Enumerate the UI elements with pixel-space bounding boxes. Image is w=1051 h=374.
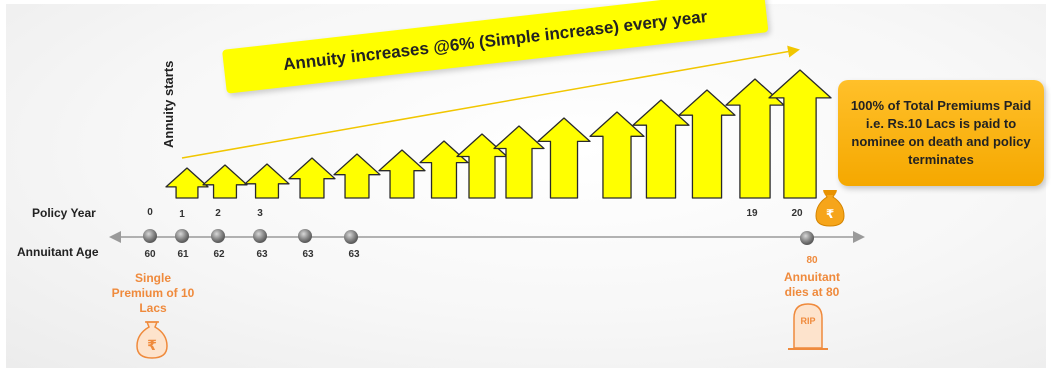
timeline-dot	[800, 231, 814, 245]
annuitant-age-value: 62	[213, 249, 225, 260]
annuity-arrow	[244, 163, 290, 199]
timeline-dot	[298, 229, 312, 243]
annuitant-dies-caption: Annuitant dies at 80	[784, 270, 840, 299]
annuity-arrow	[678, 89, 736, 199]
annuity-arrow	[493, 125, 545, 199]
annuity-arrow	[288, 157, 336, 199]
annuity-arrow	[589, 111, 645, 199]
svg-text:RIP: RIP	[800, 316, 815, 326]
policy-year-value: 19	[746, 208, 758, 219]
annuity-starts-label: Annuity starts	[161, 60, 176, 148]
policy-year-label: Policy Year	[32, 206, 96, 220]
annuity-arrow	[419, 140, 469, 199]
annuitant-age-value: 61	[177, 249, 189, 260]
annuity-arrow	[378, 149, 426, 199]
annuity-arrow	[165, 167, 209, 199]
timeline-dot	[175, 229, 189, 243]
annuity-arrow	[456, 133, 508, 199]
nominee-payout-box: 100% of Total Premiums Paid i.e. Rs.10 L…	[838, 80, 1044, 186]
policy-year-value: 0	[147, 207, 153, 218]
policy-year-value: 1	[179, 209, 185, 220]
timeline-dot	[211, 229, 225, 243]
timeline-dots	[143, 229, 814, 245]
annuitant-age-value: 80	[806, 255, 818, 266]
svg-text:₹: ₹	[147, 338, 157, 354]
money-bag-icon: ₹	[815, 190, 845, 227]
nominee-payout-text: 100% of Total Premiums Paid i.e. Rs.10 L…	[850, 98, 1032, 167]
annuitant-age-label: Annuitant Age	[17, 245, 99, 259]
annuitant-age-value: 60	[144, 249, 156, 260]
annuity-arrow	[768, 69, 832, 199]
annuity-arrows	[165, 69, 832, 199]
annuity-arrow	[725, 78, 785, 199]
tombstone-icon: RIP	[788, 303, 828, 350]
timeline-dot	[344, 230, 358, 244]
svg-text:₹: ₹	[826, 207, 834, 221]
annuitant-age-value: 63	[302, 249, 314, 260]
annuity-arrow	[632, 99, 690, 199]
timeline-dot	[143, 229, 157, 243]
annuitant-age-value: 63	[348, 249, 360, 260]
timeline-dot	[253, 229, 267, 243]
single-premium-caption: Single Premium of 10 Lacs	[111, 271, 195, 315]
growth-trend-line	[181, 45, 800, 159]
rupee-bag-icon: ₹	[136, 321, 168, 359]
annuity-arrow	[333, 153, 381, 199]
policy-year-value: 2	[215, 208, 221, 219]
policy-year-value: 20	[791, 208, 803, 219]
annuitant-age-value: 63	[256, 249, 268, 260]
annuity-arrow	[202, 164, 248, 199]
annuity-arrow	[537, 117, 591, 199]
policy-year-value: 3	[257, 208, 263, 219]
